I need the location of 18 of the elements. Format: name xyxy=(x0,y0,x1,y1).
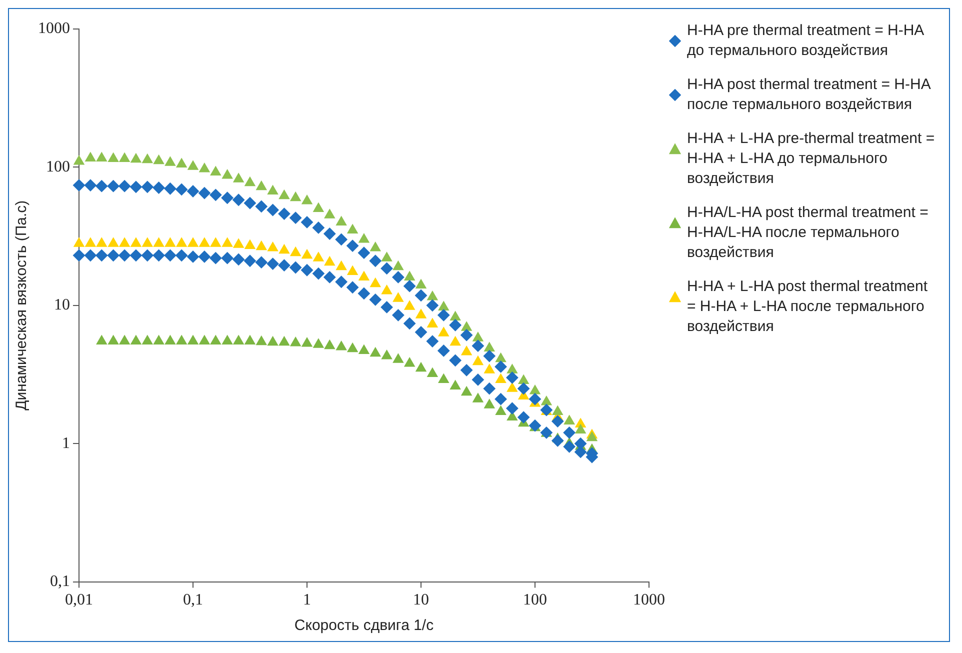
y-tick-label: 1 xyxy=(62,434,70,452)
y-axis-title: Динамическая вязкость (Па.с) xyxy=(13,200,30,410)
x-tick-label: 100 xyxy=(523,592,547,609)
legend-label: H-HA/L-HA post thermal treatment = H-HA/L-HA после термального воздействия xyxy=(687,203,930,263)
legend-label: H-HA post thermal treatment = H-HA после термального воздействия xyxy=(687,75,932,115)
x-tick-label: 10 xyxy=(413,592,429,609)
x-tick-label: 0,1 xyxy=(183,592,203,609)
y-tick-label: 100 xyxy=(46,158,70,176)
y-tick-label: 10 xyxy=(54,296,70,314)
legend-label: H-HA + L-HA post thermal treatment = H-HA + L-HA после термального воздействия xyxy=(687,277,929,337)
x-axis-title: Скорость сдвига 1/с xyxy=(294,617,434,634)
x-tick-label: 1 xyxy=(303,592,311,609)
y-tick-label: 0,1 xyxy=(50,573,70,590)
legend-label: H-HA + L-HA pre-thermal treatment = H-HA + L-HA до термального воздействия xyxy=(687,129,936,189)
legend-label: H-HA pre thermal treatment = H-HA до термального воздействия xyxy=(687,21,925,61)
y-tick-label: 1000 xyxy=(38,20,70,38)
x-tick-label: 1000 xyxy=(633,592,665,609)
x-tick-label: 0,01 xyxy=(65,592,93,609)
